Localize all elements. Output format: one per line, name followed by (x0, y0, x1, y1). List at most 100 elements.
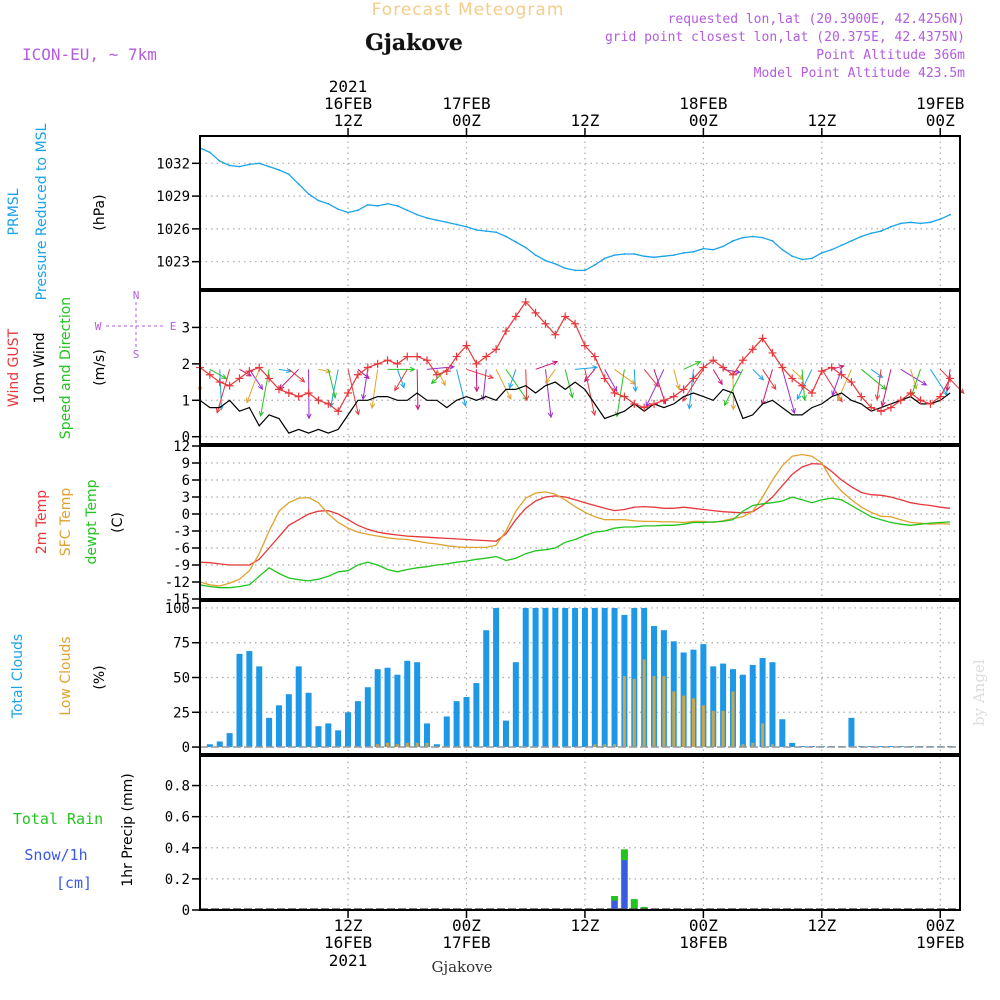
low-cloud-bar (751, 742, 755, 748)
gust-marker (580, 341, 589, 350)
bottom-date-label: 19FEB (916, 933, 964, 952)
gust-marker (393, 359, 402, 368)
wind-arrowhead (758, 374, 765, 381)
low-cloud-bar (662, 676, 666, 748)
gust-marker (620, 392, 629, 401)
low-cloud-bar (770, 744, 774, 748)
wind-arrowhead (801, 395, 807, 402)
gust-marker (324, 399, 333, 408)
total-cloud-bar (325, 723, 332, 748)
pressure-point (416, 213, 419, 216)
total-cloud-bar (433, 744, 440, 748)
snow-bar (621, 860, 627, 910)
wind-direction-arrow (633, 369, 636, 392)
wind-direction-arrow (575, 366, 598, 370)
wind-arrowhead (591, 410, 597, 417)
y-tick-label: -15 (165, 592, 190, 608)
pressure-point (672, 254, 675, 257)
gust-marker (926, 399, 935, 408)
y-tick-label: 0 (182, 430, 190, 446)
wind-direction-arrow (357, 368, 370, 379)
bottom-date-label: 18FEB (679, 933, 727, 952)
pressure-point (653, 256, 655, 259)
pressure-point (347, 211, 349, 214)
bottom-time-label: 12Z (807, 916, 836, 935)
top-year-label: 2021 (329, 77, 368, 96)
gust-marker (738, 356, 747, 365)
low-cloud-bar (395, 744, 399, 748)
wind-arrowhead (695, 361, 702, 366)
total-cloud-bar (463, 696, 470, 748)
total-cloud-bar (611, 607, 618, 748)
low-cloud-bar (632, 678, 636, 748)
total-cloud-bar (305, 692, 312, 748)
low-cloud-bar (386, 742, 390, 748)
wind-arrowhead (687, 403, 693, 410)
pressure-point (880, 230, 882, 232)
pressure-point (830, 248, 833, 251)
wind-direction-arrow (929, 369, 948, 396)
low-cloud-bar (692, 698, 696, 748)
total-cloud-bar (799, 746, 806, 748)
gust-marker (284, 389, 293, 397)
total-cloud-bar (266, 717, 273, 748)
pressure-point (939, 218, 942, 220)
wind-direction-arrow (712, 369, 723, 385)
panel-y-axis-label: (C) (110, 512, 126, 533)
wind-direction-arrow (791, 368, 804, 380)
total-cloud-bar (591, 607, 598, 748)
low-cloud-bar (622, 676, 626, 748)
footer-location: Gjakove (431, 958, 492, 976)
gust-marker (778, 363, 787, 372)
wind-arrowhead (912, 383, 918, 390)
wind-arrowhead (632, 386, 638, 393)
top-time-label: 00Z (689, 111, 718, 130)
wind-arrowhead (568, 392, 574, 399)
top-date-label: 16FEB (324, 94, 372, 113)
wind-arrowhead (838, 364, 845, 370)
wind-direction-arrow (881, 369, 892, 407)
top-time-label: 00Z (926, 111, 955, 130)
gust-marker (403, 352, 412, 361)
gust-marker (788, 374, 797, 383)
wind-direction-arrow (876, 369, 882, 400)
pressure-point (514, 241, 517, 243)
total-cloud-bar (769, 662, 776, 748)
gust-marker (314, 396, 323, 405)
gust-marker (432, 370, 441, 379)
wind-direction-arrow (584, 369, 596, 382)
panel-frame (199, 445, 961, 600)
total-cloud-bar (374, 669, 381, 748)
wind-arrowhead (258, 410, 264, 417)
wind-direction-arrow (482, 369, 487, 400)
wind-direction-arrow (246, 369, 260, 403)
total-cloud-bar (552, 607, 559, 748)
pressure-point (771, 240, 774, 242)
wind-speed-line (199, 381, 951, 434)
pressure-point (287, 173, 290, 176)
pressure-point (712, 248, 715, 251)
gust-marker (886, 403, 895, 412)
wind-arrowhead (675, 384, 681, 391)
y-tick-label: 25 (173, 705, 190, 721)
pressure-point (564, 267, 567, 270)
wind-arrowhead (735, 369, 742, 375)
gust-marker (640, 403, 649, 412)
wind-arrowhead (370, 403, 376, 410)
wind-arrowhead (880, 401, 886, 408)
gust-marker (857, 392, 866, 401)
pressure-point (426, 217, 428, 219)
total-cloud-bar (285, 694, 292, 748)
low-cloud-bar (721, 710, 725, 748)
total-cloud-bar (581, 607, 588, 748)
wind-direction-arrow (614, 368, 636, 385)
low-cloud-bar (761, 723, 765, 748)
gust-marker (650, 399, 659, 408)
pressure-point (435, 219, 438, 222)
total-cloud-bar (749, 664, 756, 748)
y-tick-label: 1026 (156, 222, 190, 238)
wind-direction-arrow (508, 369, 517, 389)
wind-arrowhead (524, 395, 530, 402)
wind-direction-arrow (495, 369, 512, 400)
wind-arrowhead (354, 409, 361, 416)
